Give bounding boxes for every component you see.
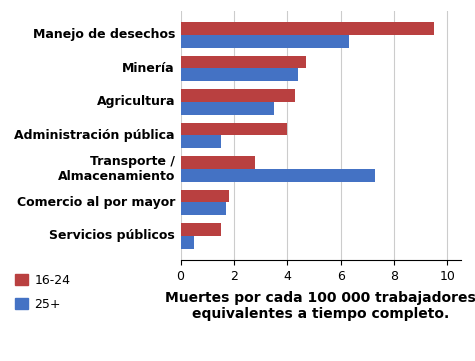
Bar — [180, 203, 226, 215]
Bar — [180, 190, 228, 203]
Bar — [180, 123, 287, 135]
Bar — [180, 223, 220, 236]
X-axis label: Muertes por cada 100 000 trabajadores
equivalentes a tiempo completo.: Muertes por cada 100 000 trabajadores eq… — [165, 291, 475, 321]
Bar — [180, 89, 295, 102]
Bar — [180, 35, 349, 48]
Bar — [180, 169, 375, 182]
Legend: 16-24, 25+: 16-24, 25+ — [13, 271, 73, 313]
Bar — [180, 236, 194, 249]
Bar — [180, 68, 298, 81]
Bar — [180, 56, 306, 68]
Bar — [180, 22, 434, 35]
Bar — [180, 156, 255, 169]
Bar — [180, 102, 274, 114]
Bar — [180, 135, 220, 148]
